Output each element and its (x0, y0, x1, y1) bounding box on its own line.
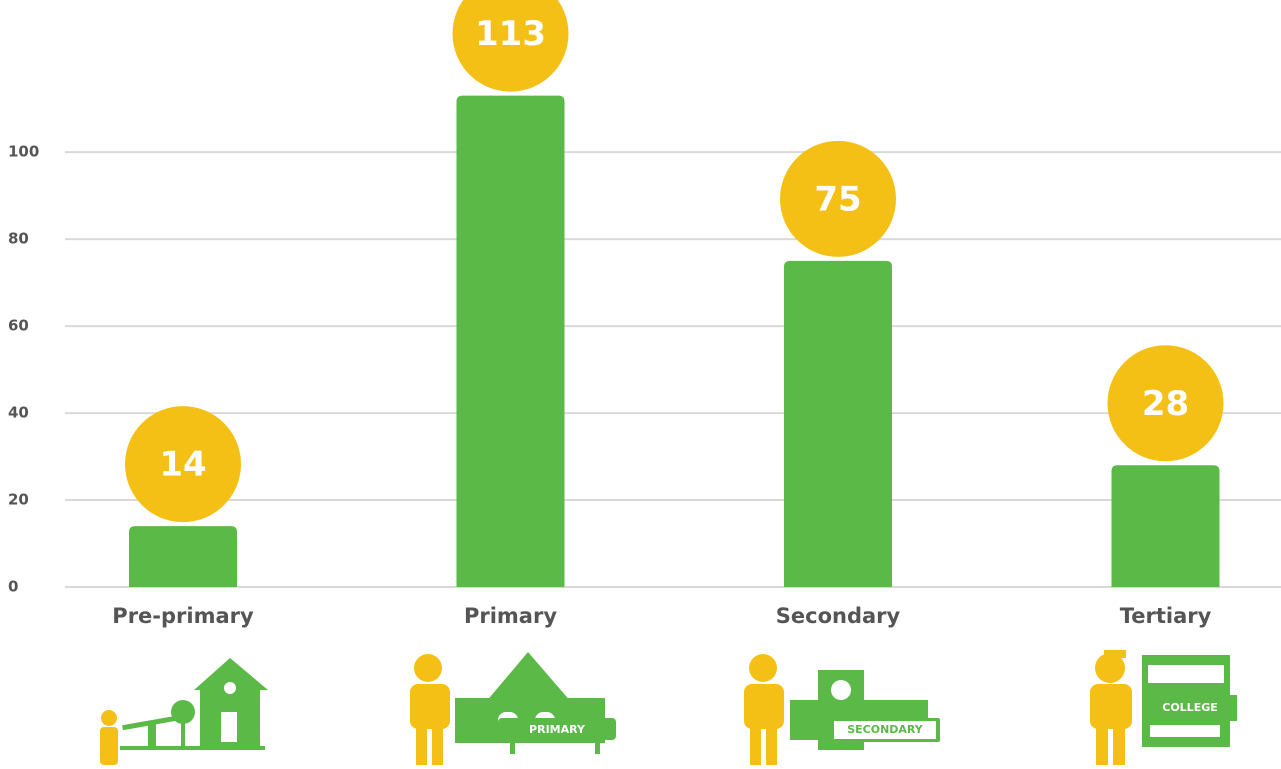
value-label: 14 (159, 445, 206, 485)
y-tick-label: 60 (8, 317, 29, 335)
icon-text: COLLEGE (1162, 701, 1218, 714)
student-icon (744, 654, 784, 765)
bar (1111, 465, 1220, 587)
student-icon (1090, 650, 1132, 765)
x-tick-label: Tertiary (1120, 604, 1212, 628)
bar (129, 526, 237, 587)
x-tick-label: Secondary (776, 604, 901, 628)
x-tick-label: Pre-primary (112, 604, 254, 628)
y-tick-label: 80 (8, 230, 29, 248)
value-badge (780, 140, 896, 257)
icons: PRIMARY SECONDARY COLLEGE (100, 650, 1237, 765)
value-label: 75 (814, 179, 861, 219)
playground-icon (120, 658, 268, 750)
y-tick-label: 20 (8, 491, 29, 509)
value-label: 28 (1142, 384, 1189, 424)
bar (784, 260, 892, 587)
value-badge (125, 406, 241, 523)
icon-text: PRIMARY (529, 723, 586, 736)
bar (456, 95, 565, 588)
y-tick-label: 0 (8, 578, 18, 596)
college-icon (1142, 655, 1237, 747)
value-label: 113 (475, 14, 546, 54)
value-badge (452, 0, 569, 92)
school-icon (455, 652, 616, 754)
icon-text: SECONDARY (847, 723, 924, 736)
value-badge (1107, 345, 1224, 462)
y-tick-label: 100 (8, 143, 39, 161)
school-icon (790, 670, 940, 750)
y-tick-label: 40 (8, 404, 29, 422)
child-icon (100, 710, 118, 765)
x-tick-label: Primary (464, 604, 557, 628)
student-icon (410, 654, 450, 765)
